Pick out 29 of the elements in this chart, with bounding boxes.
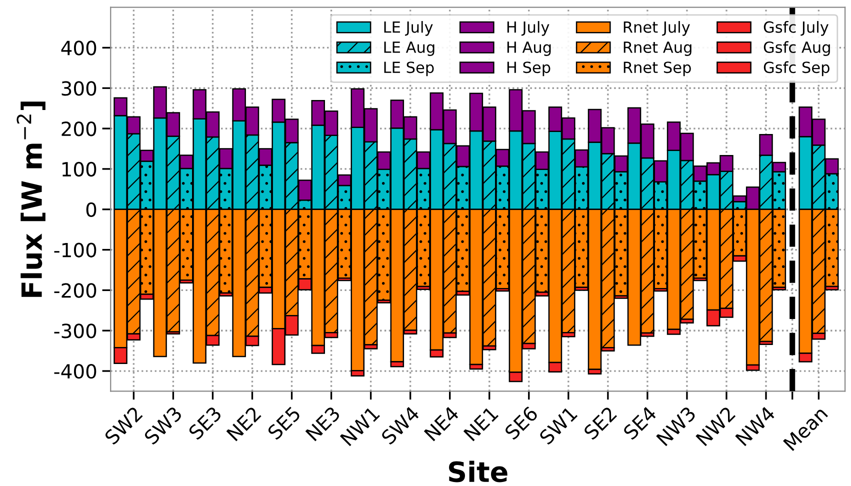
y-tick-label: 300 xyxy=(62,81,96,96)
legend-label: Gsfc Sep xyxy=(764,61,830,76)
x-tick-label: NE1 xyxy=(463,406,499,442)
y-tick-label: 0 xyxy=(86,202,96,218)
legend-label: Gsfc Aug xyxy=(764,41,830,56)
y-tick-label: -100 xyxy=(54,242,96,258)
legend-label: Rnet July xyxy=(624,21,690,36)
y-tick-label: -300 xyxy=(54,324,96,338)
legend-label: H July xyxy=(507,21,550,36)
x-tick-label: SE3 xyxy=(188,406,222,440)
y-tick-label: -400 xyxy=(54,364,96,379)
legend-label: Gsfc July xyxy=(764,21,828,36)
y-axis-title: Flux [W m$^{−2}$] xyxy=(16,102,46,297)
x-tick-label: SE2 xyxy=(582,406,618,440)
legend-label: H Sep xyxy=(507,62,550,76)
legend-label: H Aug xyxy=(507,42,551,56)
x-axis-title: Site xyxy=(449,460,508,482)
y-tick-label: 100 xyxy=(62,162,96,177)
x-tick-label: SE5 xyxy=(266,406,302,440)
x-tick-label: SE4 xyxy=(622,405,658,440)
legend-label: Rnet Aug xyxy=(624,42,692,56)
legend-label: Rnet Sep xyxy=(624,62,691,76)
y-tick-label: 400 xyxy=(61,40,96,56)
legend-label: LE Sep xyxy=(384,62,434,76)
legend-label: LE July xyxy=(384,21,433,36)
x-tick-label: SE6 xyxy=(504,406,539,440)
y-tick-label: -200 xyxy=(54,283,96,298)
y-tick-label: 200 xyxy=(62,121,96,136)
legend-label: LE Aug xyxy=(384,42,434,56)
